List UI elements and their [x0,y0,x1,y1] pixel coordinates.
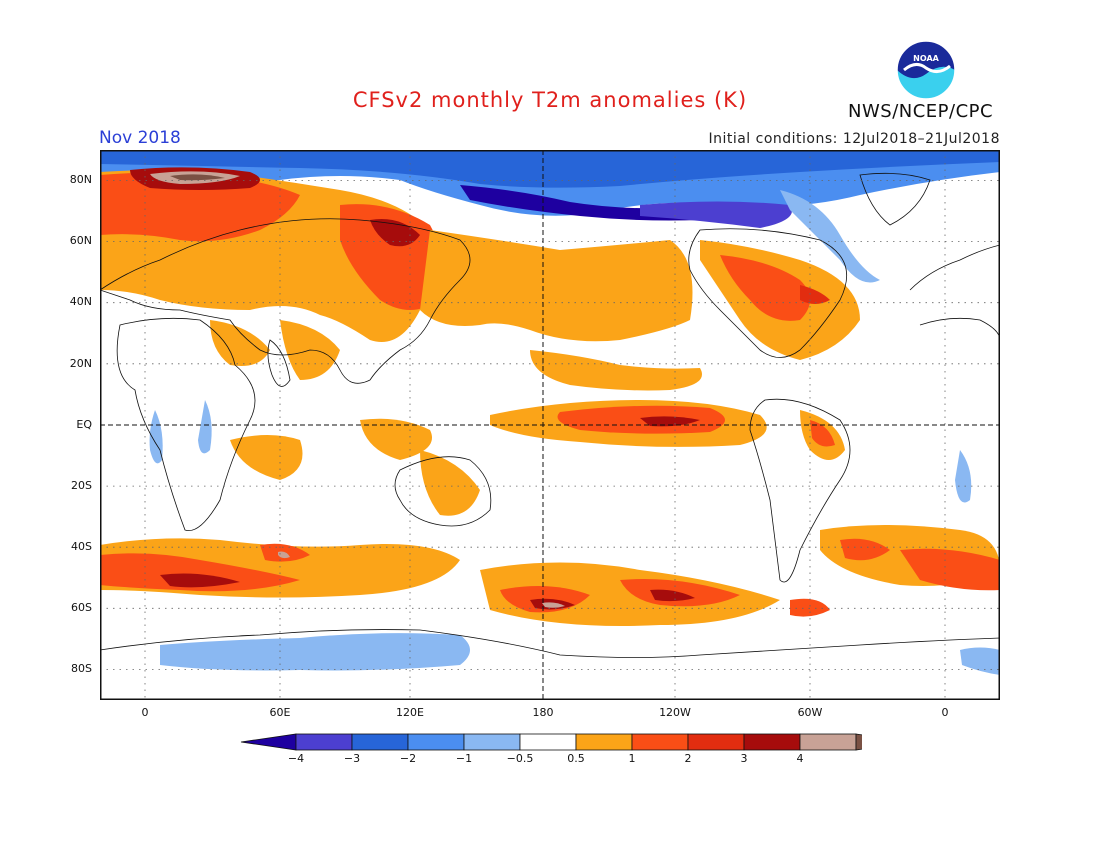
lat-tick: 60N [69,234,92,247]
colorbar-label: 2 [684,752,692,765]
colorbar-label: 4 [796,752,804,765]
colorbar-segment [295,733,353,751]
colorbar-label: −0.5 [506,752,534,765]
lat-tick: 80S [71,662,92,675]
colorbar-segment [631,733,689,751]
lat-tick: 20N [69,357,92,370]
lon-tick: 120W [659,706,691,719]
noaa-logo: NOAA [896,40,956,100]
colorbar-label: 0.5 [567,752,585,765]
colorbar-segment [687,733,745,751]
colorbar-label: −2 [399,752,417,765]
anomaly-map [100,150,1000,700]
colorbar-arrow-high [855,733,862,751]
equator-and-dateline [100,150,1000,700]
lat-tick: 60S [71,601,92,614]
colorbar-segment [743,733,801,751]
colorbar-segment [351,733,409,751]
lat-tick: 40N [69,295,92,308]
colorbar-arrow-low [240,733,297,751]
lat-tick: 40S [71,540,92,553]
lat-tick: 80N [69,173,92,186]
lon-tick: 180 [532,706,554,719]
colorbar-segment [519,733,577,751]
initial-conditions: Initial conditions: 12Jul2018–21Jul2018 [708,131,1000,147]
antarctic-cold-region [160,633,470,671]
graticule [100,150,1000,700]
chart-title: CFSv2 monthly T2m anomalies (K) [352,88,748,112]
organization-label: NWS/NCEP/CPC [848,101,994,122]
colorbar-segment [799,733,857,751]
colorbar-label: −1 [455,752,473,765]
coastlines [100,172,1000,658]
north-pacific-warm-region [420,230,693,342]
lon-tick: 60W [797,706,823,719]
lon-tick: 120E [396,706,424,719]
colorbar-label: −4 [287,752,305,765]
colorbar-segment [463,733,521,751]
lat-tick: EQ [76,418,92,431]
logo-text: NOAA [913,54,939,63]
lon-tick: 60E [269,706,291,719]
colorbar [240,733,862,751]
lon-tick: 0 [141,706,149,719]
colorbar-segment [575,733,633,751]
colorbar-label: 1 [628,752,636,765]
colorbar-label: 3 [740,752,748,765]
colorbar-label: −3 [343,752,361,765]
month-label: Nov 2018 [99,128,181,148]
colorbar-segment [407,733,465,751]
lon-tick: 0 [941,706,949,719]
lat-tick: 20S [71,479,92,492]
